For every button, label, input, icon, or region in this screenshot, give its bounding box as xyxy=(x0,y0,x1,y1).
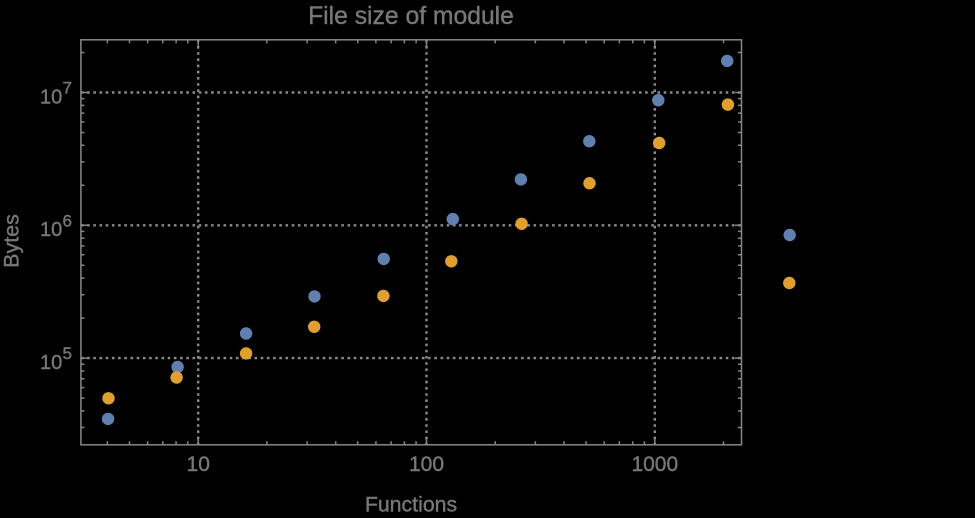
svg-text:1000: 1000 xyxy=(631,453,678,476)
svg-text:Functions: Functions xyxy=(365,493,457,514)
svg-text:7: 7 xyxy=(63,79,72,98)
svg-text:5: 5 xyxy=(63,344,72,363)
svg-text:Bytes: Bytes xyxy=(0,214,24,268)
svg-text:File size of module: File size of module xyxy=(308,3,514,30)
svg-text:10: 10 xyxy=(40,352,62,374)
svg-text:10: 10 xyxy=(40,86,62,108)
svg-text:100: 100 xyxy=(409,453,444,476)
svg-text:10: 10 xyxy=(40,219,62,241)
svg-text:6: 6 xyxy=(63,211,72,230)
svg-text:10: 10 xyxy=(187,453,210,476)
